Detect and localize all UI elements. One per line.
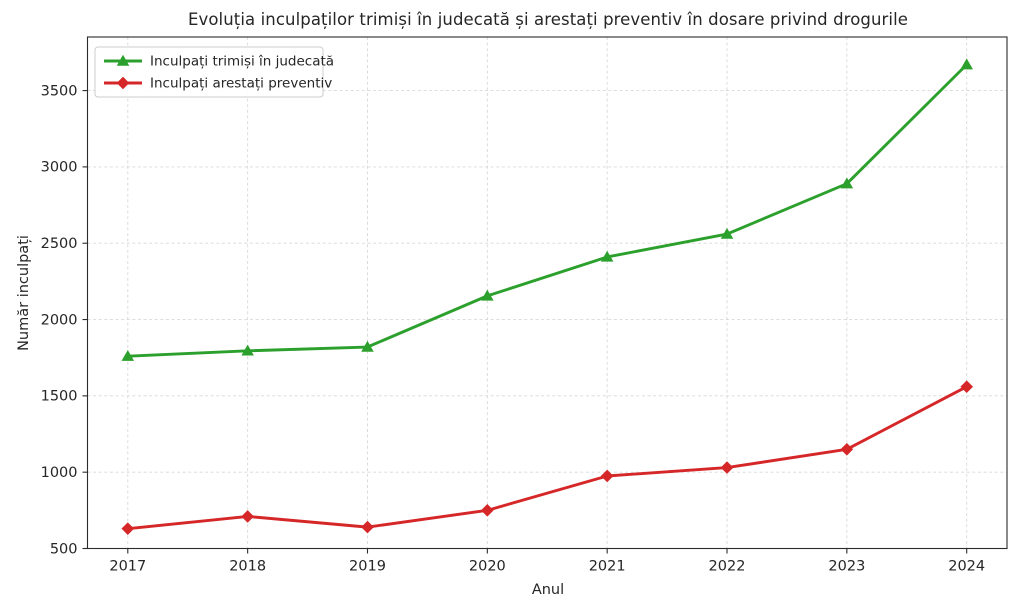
- x-tick-label: 2021: [589, 559, 626, 575]
- series-line-1: [126, 385, 969, 531]
- x-axis-label: Anul: [531, 582, 565, 598]
- data-point-marker-0: [481, 289, 494, 301]
- data-point-marker-1: [481, 504, 494, 517]
- legend-box: [94, 46, 324, 98]
- data-point-marker-0: [600, 250, 614, 262]
- data-point-marker-0: [121, 349, 135, 361]
- y-tick-label: 1000: [41, 465, 78, 481]
- data-point-marker-1: [840, 442, 854, 456]
- axes-frame: [86, 36, 1008, 550]
- data-point-marker-1: [121, 522, 135, 535]
- data-point-marker-1: [361, 520, 374, 534]
- y-tick-label: 2000: [41, 312, 78, 328]
- legend-marker-1: [116, 76, 130, 90]
- data-point-marker-1: [720, 461, 734, 474]
- data-point-marker-0: [361, 340, 374, 352]
- y-tick-label: 1500: [41, 389, 78, 405]
- x-tick-label: 2024: [948, 559, 985, 575]
- x-tick-label: 2018: [229, 559, 266, 575]
- data-point-marker-0: [840, 177, 854, 189]
- y-tick-label: 3000: [41, 160, 78, 176]
- x-tick-label: 2017: [109, 559, 146, 575]
- data-point-marker-1: [600, 469, 614, 483]
- data-point-marker-0: [241, 344, 254, 356]
- data-point-marker-1: [960, 380, 974, 394]
- data-point-marker-0: [960, 58, 973, 70]
- chart-title: Evoluția inculpaților trimiși în judecat…: [187, 10, 909, 29]
- series-line-0: [126, 63, 969, 358]
- legend-marker-0: [116, 54, 130, 66]
- legend-label-0: Inculpați trimiși în judecată: [150, 54, 334, 70]
- y-tick-label: 3500: [41, 83, 78, 99]
- x-tick-label: 2022: [709, 559, 746, 575]
- y-tick-label: 2500: [41, 236, 78, 252]
- data-point-marker-0: [720, 227, 734, 239]
- legend-label-1: Inculpați arestați preventiv: [150, 76, 332, 92]
- data-point-marker-1: [241, 510, 254, 523]
- x-tick-label: 2023: [828, 559, 865, 575]
- y-tick-label: 500: [50, 541, 78, 557]
- x-tick-label: 2020: [469, 559, 506, 575]
- x-tick-label: 2019: [349, 559, 386, 575]
